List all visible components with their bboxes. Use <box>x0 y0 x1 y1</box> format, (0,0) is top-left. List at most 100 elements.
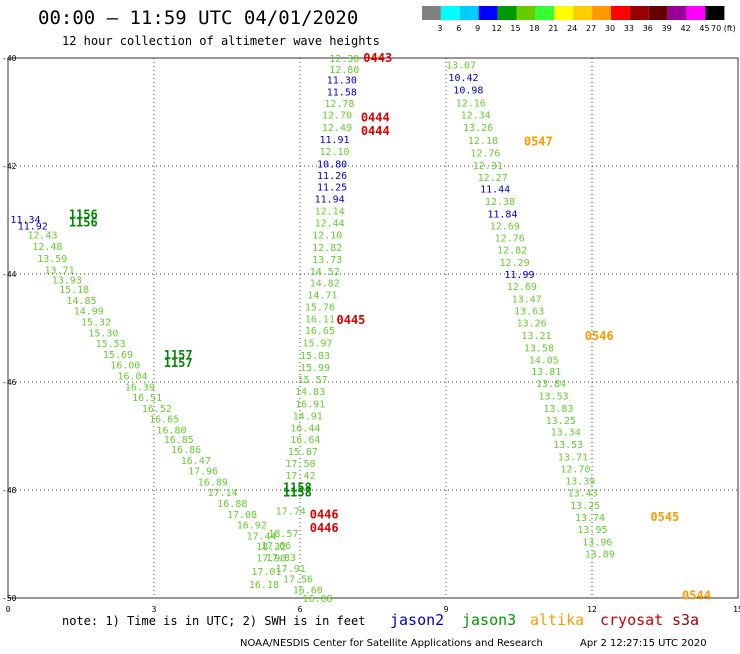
wave-height-value: 12.70 <box>322 111 352 122</box>
colorbar-label: 27 <box>586 24 596 33</box>
wave-height-value: 12.31 <box>473 161 503 172</box>
wave-height-value: 17.08 <box>227 510 257 521</box>
colorbar-label: 39 <box>662 24 672 33</box>
satellite-legend-s3a: s3a <box>672 611 699 629</box>
wave-height-value: 15.87 <box>288 447 318 458</box>
wave-height-value: 11.94 <box>315 194 345 205</box>
wave-height-value: 17.56 <box>283 575 313 586</box>
x-tick-label: 12 <box>587 605 597 614</box>
wave-height-value: 15.69 <box>103 350 133 361</box>
wave-height-value: 12.30 <box>329 54 359 65</box>
wave-height-value: 16.85 <box>164 435 194 446</box>
wave-height-value: 15.30 <box>88 328 118 339</box>
wave-height-value: 12.82 <box>312 243 342 254</box>
colorbar-label: 21 <box>548 24 558 33</box>
time-label: 1156 <box>69 216 98 230</box>
wave-height-value: 15.99 <box>300 363 330 374</box>
wave-height-value: 13.26 <box>463 123 493 134</box>
wave-height-value: 17.74 <box>276 507 306 518</box>
note-text: note: 1) Time is in UTC; 2) SWH is in fe… <box>62 614 365 628</box>
wave-height-value: 12.34 <box>461 111 491 122</box>
colorbar-label: 6 <box>456 24 461 33</box>
colorbar-label: 15 <box>510 24 520 33</box>
wave-height-value: 13.83 <box>543 404 573 415</box>
y-tick-label: -48 <box>2 486 17 495</box>
grid-lines <box>8 58 738 598</box>
colorbar-label: 33 <box>624 24 634 33</box>
wave-height-value: 12.38 <box>485 197 515 208</box>
colorbar-label: 42 <box>681 24 691 33</box>
wave-height-value: 12.43 <box>27 231 57 242</box>
x-tick-label: 0 <box>6 605 11 614</box>
wave-height-value: 16.04 <box>118 372 148 383</box>
time-label: 0445 <box>337 313 366 327</box>
wave-height-value: 12.80 <box>329 65 359 76</box>
wave-height-value: 13.71 <box>45 266 75 277</box>
wave-height-value: 16.11 <box>305 314 335 325</box>
wave-height-value: 16.86 <box>171 445 201 456</box>
wave-height-value: 10.98 <box>453 85 483 96</box>
wave-height-value: 15.18 <box>59 285 89 296</box>
wave-height-value: 14.05 <box>529 355 559 366</box>
colorbar-swatch <box>686 6 706 20</box>
wave-height-value: 13.63 <box>514 307 544 318</box>
wave-height-value: 13.07 <box>446 60 476 71</box>
colorbar-swatch <box>554 6 574 20</box>
wave-height-value: 13.84 <box>536 379 566 390</box>
wave-height-value: 13.25 <box>570 501 600 512</box>
wave-height-value: 12.16 <box>456 98 486 109</box>
time-label: 0444 <box>361 110 390 124</box>
wave-height-value: 12.27 <box>478 173 508 184</box>
wave-height-value: 12.10 <box>312 231 342 242</box>
wave-height-value: 14.83 <box>295 387 325 398</box>
wave-height-value: 11.30 <box>327 76 357 87</box>
wave-height-value: 13.96 <box>582 537 612 548</box>
wave-height-value: 17.83 <box>266 553 296 564</box>
wave-height-value: 13.81 <box>531 367 561 378</box>
plot-frame <box>7 57 739 599</box>
wave-height-value: 16.52 <box>142 404 172 415</box>
colorbar-label: 18 <box>529 24 539 33</box>
colorbar-swatch <box>516 6 536 20</box>
time-label: 0546 <box>585 329 614 343</box>
wave-height-labels: 12.3012.8011.3011.5812.7812.7012.4911.91… <box>10 54 614 605</box>
satellite-legend-cryosat: cryosat <box>600 611 663 629</box>
wave-height-value: 16.51 <box>132 393 162 404</box>
wave-height-value: 14.99 <box>74 307 104 318</box>
wave-height-value: 12.49 <box>322 123 352 134</box>
wave-height-value: 13.89 <box>585 550 615 561</box>
wave-height-value: 17.66 <box>261 541 291 552</box>
wave-height-value: 16.91 <box>295 400 325 411</box>
credit-text: NOAA/NESDIS Center for Satellite Applica… <box>240 638 543 649</box>
wave-height-value: 11.99 <box>504 270 534 281</box>
wave-height-value: 15.83 <box>300 351 330 362</box>
colorbar-swatch <box>422 6 441 20</box>
wave-height-value: 16.18 <box>249 580 279 591</box>
wave-height-value: 15.76 <box>305 302 335 313</box>
time-label: 1156 <box>69 208 98 222</box>
wave-height-value: 11.34 <box>10 215 40 226</box>
wave-height-value: 12.29 <box>500 258 530 269</box>
wave-height-value: 12.76 <box>495 233 525 244</box>
wave-height-value: 13.53 <box>538 392 568 403</box>
wave-height-value: 14.82 <box>310 279 340 290</box>
colorbar-swatch <box>629 6 649 20</box>
time-label: 1158 <box>283 486 312 500</box>
wave-height-value: 18.32 <box>256 542 286 553</box>
wave-height-value: 13.58 <box>524 343 554 354</box>
y-tick-label: -42 <box>2 162 17 171</box>
colorbar-label: 45 <box>699 24 709 33</box>
colorbar-swatch <box>648 6 668 20</box>
wave-height-value: 12.44 <box>315 219 345 230</box>
colorbar-label: 24 <box>567 24 577 33</box>
chart-title: 00:00 – 11:59 UTC 04/01/2020 <box>38 7 358 29</box>
colorbar-legend: 3 6 9 12 15 18 21 24 27 30 33 36 39 42 45 70 (ft) <box>422 6 736 33</box>
wave-height-value: 12.70 <box>560 464 590 475</box>
wave-height-value: 13.21 <box>521 331 551 342</box>
x-tick-label: 9 <box>444 605 449 614</box>
colorbar-label: 3 <box>437 24 442 33</box>
wave-height-value: 17.44 <box>246 531 276 542</box>
y-tick-label: -40 <box>2 54 17 63</box>
time-label: 0444 <box>361 124 390 138</box>
colorbar-label: 30 <box>605 24 615 33</box>
